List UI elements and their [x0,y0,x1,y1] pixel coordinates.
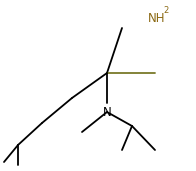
Text: N: N [103,106,111,119]
Text: NH: NH [148,11,165,24]
Text: 2: 2 [163,6,168,15]
